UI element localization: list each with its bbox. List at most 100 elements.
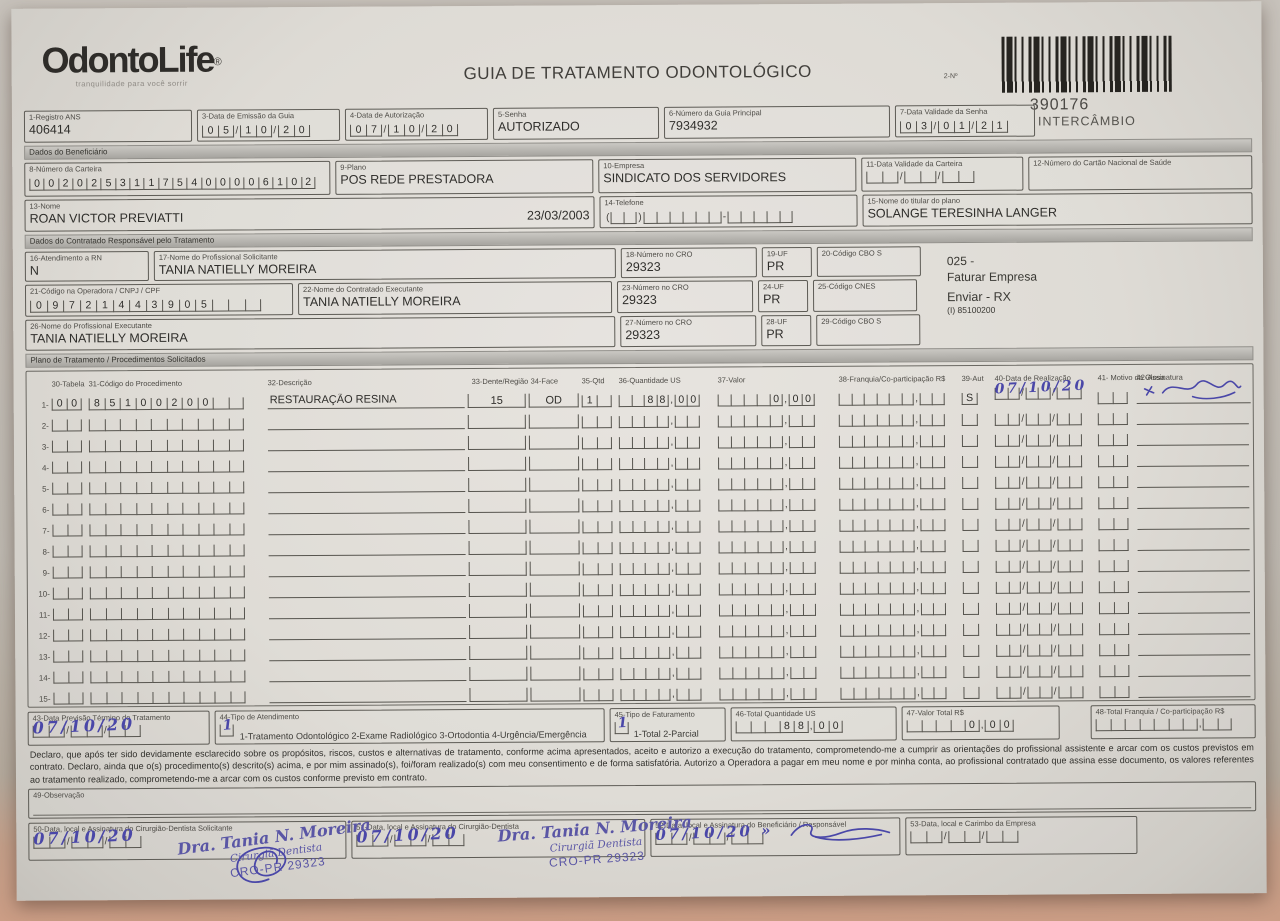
cell-tabela xyxy=(52,542,87,558)
cell-dente xyxy=(468,582,527,597)
field-tipo-faturamento: 45-Tipo de Faturamento 1 1-Total 2-Parci… xyxy=(609,706,726,742)
cell-quantidade-us: , xyxy=(619,517,715,533)
cell-franquia: , xyxy=(839,495,959,511)
cell-motivo xyxy=(1099,682,1135,698)
cell-descricao xyxy=(268,581,466,598)
cell-descricao xyxy=(269,686,467,703)
cell-tabela xyxy=(52,479,86,495)
treatment-table: 30-Tabela 31-Código do Procedimento 32-D… xyxy=(25,362,1256,708)
handstamp-notes: 025 - Faturar Empresa Enviar - RX (I) 85… xyxy=(947,253,1167,315)
cell-franquia: , xyxy=(838,411,959,427)
field-nome-beneficiario: 13-Nome ROAN VICTOR PREVIATTI 23/03/2003 xyxy=(24,196,595,232)
col-header-dente: 33-Dente/Região xyxy=(471,376,529,386)
cell-dente xyxy=(469,666,528,681)
cell-motivo xyxy=(1098,556,1135,572)
field-cro-18: 18-Número no CRO 29323 xyxy=(620,247,757,279)
cell-assinatura xyxy=(1136,429,1249,446)
cell-data-realizacao: / / xyxy=(994,410,1095,426)
barcode-icon xyxy=(1001,35,1172,93)
field-value: SINDICATO DOS SERVIDORES xyxy=(603,170,787,186)
cell-franquia: , xyxy=(840,621,960,637)
row-number: 10- xyxy=(38,589,50,599)
cell-qtd xyxy=(582,497,616,512)
cell-quantidade-us: , xyxy=(620,643,716,659)
field-profissional-executante: 26-Nome do Profissional Executante TANIA… xyxy=(25,316,616,351)
cell-codigo xyxy=(88,415,265,431)
field-value: TANIA NATIELLY MOREIRA xyxy=(30,331,188,346)
cell-dente xyxy=(468,561,527,576)
cell-data-realizacao: / / xyxy=(996,620,1096,636)
cell-motivo xyxy=(1097,388,1134,404)
cell-aut xyxy=(962,452,992,468)
cell-codigo xyxy=(90,625,266,641)
cell-assinatura xyxy=(1138,639,1251,656)
field-data-autorizacao: 4-Data de Autorização 0 7/1 0/2 0 xyxy=(344,107,489,141)
cell-codigo xyxy=(89,457,265,473)
cell-dente xyxy=(468,519,527,534)
field-carimbo-empresa: 53-Data, local e Carimbo da Empresa / / xyxy=(905,816,1138,856)
field-label: 8-Número da Carteira xyxy=(29,164,102,174)
note-faturar: Faturar Empresa xyxy=(946,269,1038,285)
cell-quantidade-us: , xyxy=(620,685,716,701)
cell-assinatura xyxy=(1138,660,1251,677)
handwritten-check: 1 xyxy=(222,716,234,734)
cell-aut xyxy=(961,410,992,426)
cell-assinatura xyxy=(1137,555,1250,572)
field-label: 46-Total Quantidade US xyxy=(735,708,816,718)
col-header-qtd: 35-Qtd xyxy=(581,375,605,385)
cell-face xyxy=(529,497,580,513)
cell-assinatura xyxy=(1137,534,1250,551)
cell-face xyxy=(530,623,581,639)
cell-franquia: , xyxy=(838,390,959,406)
col-header-us: 36-Quantidade US xyxy=(618,375,681,385)
field-registro-ans: 1-Registro ANS 406414 xyxy=(23,109,193,143)
cell-dente xyxy=(468,498,527,513)
field-label: 7-Data Validade da Senha xyxy=(899,106,988,117)
cell-motivo xyxy=(1098,493,1134,509)
field-data-emissao: 3-Data de Emissão da Guia 0 5/1 0/2 0 xyxy=(196,108,341,142)
cell-quantidade-us: , xyxy=(620,664,716,680)
cell-tabela xyxy=(53,626,87,642)
row-number: 1- xyxy=(41,400,49,410)
cell-quantidade-us: , xyxy=(619,559,716,575)
faturamento-options: 1-Total 2-Parcial xyxy=(633,728,699,739)
cell-qtd xyxy=(581,434,616,449)
field-uf-28: 28-UF PR xyxy=(761,315,812,346)
field-value: , xyxy=(1095,715,1232,731)
row-number: 9- xyxy=(42,568,50,578)
cell-valor: , xyxy=(717,411,836,428)
field-label: 28-UF xyxy=(766,317,788,327)
cell-data-realizacao: / / xyxy=(995,536,1096,552)
col-header-aut: 39-Aut xyxy=(961,373,984,383)
cell-tabela xyxy=(52,500,86,516)
handwritten-date: 07/10/20 xyxy=(32,713,136,737)
cell-assinatura xyxy=(1137,597,1250,614)
field-value xyxy=(818,291,912,308)
field-profissional-solicitante: 17-Nome do Profissional Solicitante TANI… xyxy=(153,248,616,282)
row-number: 5- xyxy=(42,484,50,494)
field-label: 11-Data Validade da Carteira xyxy=(866,159,963,169)
beneficiary-row-2: 13-Nome ROAN VICTOR PREVIATTI 23/03/2003… xyxy=(24,192,1253,232)
cell-valor: , xyxy=(718,537,837,554)
guide-type: INTERCÂMBIO xyxy=(1037,113,1136,129)
cell-face: OD xyxy=(528,392,579,408)
cell-franquia: , xyxy=(840,684,960,700)
field-value: 0 5/1 0/2 0 xyxy=(202,122,310,138)
cell-valor: , xyxy=(718,495,836,512)
cell-qtd xyxy=(582,581,617,596)
cell-aut xyxy=(962,557,993,573)
cell-face xyxy=(529,539,580,555)
cell-valor: , xyxy=(718,516,836,533)
cell-motivo xyxy=(1098,535,1135,551)
col-header-franquia: 38-Franquia/Co-participação R$ xyxy=(838,373,946,384)
cell-data-realizacao: / / xyxy=(995,515,1095,531)
cell-codigo xyxy=(89,499,265,515)
cell-quantidade-us: , xyxy=(619,601,716,617)
cell-aut xyxy=(963,641,993,657)
field-uf-24: 24-UF PR xyxy=(757,280,809,313)
cell-codigo xyxy=(89,478,265,494)
cell-data-realizacao: / / xyxy=(995,557,1096,573)
cell-qtd xyxy=(581,413,616,428)
